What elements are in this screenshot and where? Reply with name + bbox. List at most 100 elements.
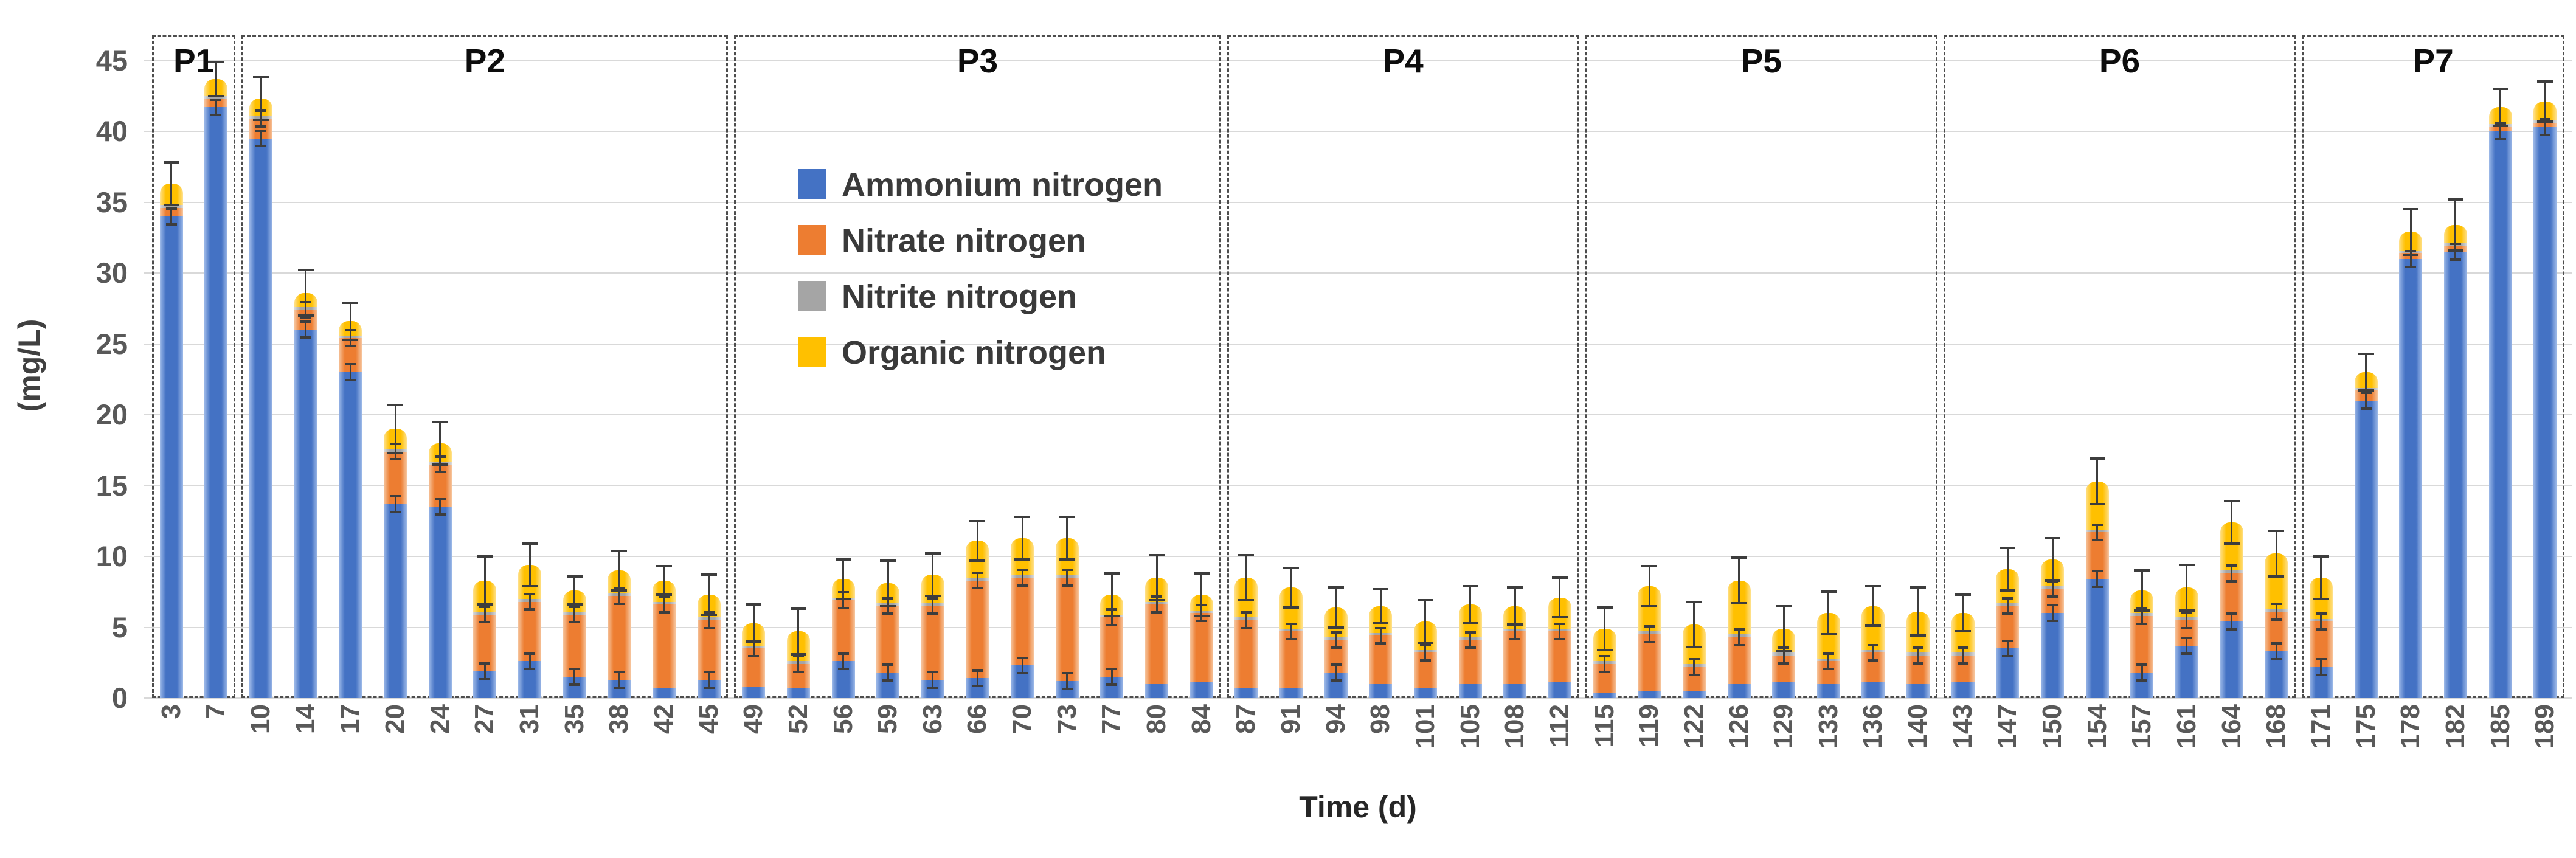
error-bar-cap [746, 603, 762, 606]
error-bar [170, 162, 173, 206]
y-gridline [144, 343, 2572, 345]
x-axis-tick-label: 178 [2395, 704, 2426, 749]
error-bar-cap [522, 584, 538, 587]
x-axis-tick-label: 157 [2127, 704, 2157, 749]
error-bar-cap [2226, 628, 2237, 631]
error-bar-cap [2271, 657, 2282, 660]
x-axis-tick-label: 143 [1947, 704, 1978, 749]
error-bar [215, 61, 217, 96]
error-bar-cap [2315, 657, 2327, 660]
error-bar [976, 572, 978, 589]
error-bar [1469, 632, 1472, 648]
error-bar [2186, 564, 2188, 611]
x-axis-tick-label: 38 [604, 704, 634, 734]
error-bar [2051, 581, 2054, 597]
error-bar-cap [1419, 643, 1431, 646]
x-axis-tick-label: 168 [2261, 704, 2291, 749]
x-axis-tick-label: 84 [1186, 704, 1216, 734]
error-bar [2320, 556, 2322, 599]
error-bar-cap [1641, 604, 1658, 607]
error-bar [573, 669, 576, 685]
error-bar [170, 208, 173, 224]
error-bar-cap [432, 463, 448, 466]
segment-ammonium [2488, 131, 2512, 698]
error-bar [1110, 573, 1113, 616]
error-bar-cap [1776, 604, 1792, 607]
error-bar-cap [972, 669, 983, 672]
error-bar-cap [1507, 623, 1523, 626]
error-bar [932, 553, 934, 597]
error-bar [1200, 573, 1203, 616]
error-bar-cap [2002, 612, 2013, 615]
error-bar-cap [1688, 673, 1700, 676]
segment-nitrate [831, 600, 855, 662]
segment-nitrate [1638, 634, 1661, 691]
error-bar-cap [2091, 539, 2103, 542]
error-bar [528, 593, 531, 610]
error-bar [1738, 629, 1740, 645]
error-bar-cap [2492, 88, 2508, 91]
error-bar-cap [2181, 626, 2192, 629]
segment-nitrate [473, 614, 497, 671]
error-bar-cap [927, 670, 938, 673]
error-bar-cap [1464, 631, 1476, 634]
error-bar-cap [2268, 575, 2285, 578]
error-bar-cap [1419, 659, 1431, 662]
error-bar-cap [2002, 655, 2013, 658]
error-bar-cap [2403, 208, 2419, 211]
error-bar [842, 559, 845, 599]
error-bar-cap [2540, 133, 2551, 136]
error-bar-cap [2226, 564, 2237, 567]
period-label: P4 [1382, 42, 1424, 80]
period-label: P6 [2099, 42, 2141, 80]
segment-ammonium [2443, 252, 2467, 698]
x-axis-tick-label: 133 [1813, 704, 1843, 749]
error-bar-cap [2091, 570, 2103, 573]
error-bar [1738, 558, 1740, 603]
segment-ammonium [2220, 621, 2243, 698]
error-bar [1379, 628, 1382, 644]
segment-ammonium [786, 688, 810, 698]
error-bar [1245, 612, 1247, 628]
error-bar [1066, 516, 1068, 559]
error-bar-cap [524, 608, 535, 611]
error-bar [1693, 659, 1695, 675]
segment-ammonium [1413, 688, 1437, 698]
error-bar [1962, 648, 1964, 663]
error-bar [1335, 665, 1337, 680]
error-bar [394, 404, 396, 453]
error-bar [2365, 392, 2367, 409]
error-bar-cap [972, 685, 983, 688]
error-bar [1469, 586, 1472, 623]
x-axis-tick-label: 94 [1320, 704, 1351, 734]
error-bar-cap [1375, 626, 1387, 629]
error-bar [976, 521, 978, 561]
error-bar-cap [2313, 597, 2329, 600]
error-bar-cap [2226, 579, 2237, 583]
error-bar-cap [2045, 579, 2061, 582]
error-bar-cap [614, 686, 625, 689]
error-bar-cap [1733, 643, 1745, 646]
error-bar-cap [1017, 569, 1028, 572]
error-bar-cap [569, 683, 580, 686]
error-bar [2454, 244, 2457, 260]
error-bar-cap [2492, 124, 2508, 127]
error-bar [215, 99, 217, 116]
error-bar-cap [1014, 515, 1031, 518]
y-axis-tick-label: 45 [95, 44, 128, 77]
x-axis-tick-label: 45 [693, 704, 724, 734]
error-bar-cap [297, 314, 314, 317]
error-bar-cap [1641, 565, 1658, 568]
x-axis-tick-label: 182 [2440, 704, 2470, 749]
error-bar-cap [2405, 265, 2417, 268]
error-bar [708, 575, 710, 615]
y-axis-tick-label: 30 [95, 257, 128, 289]
error-bar-cap [1820, 590, 1837, 593]
error-bar-cap [524, 652, 535, 655]
segment-ammonium [2533, 127, 2557, 698]
x-axis-tick-label: 17 [335, 704, 365, 734]
error-bar-cap [1106, 624, 1118, 626]
error-bar-cap [165, 223, 177, 226]
error-bar-cap [972, 571, 983, 574]
